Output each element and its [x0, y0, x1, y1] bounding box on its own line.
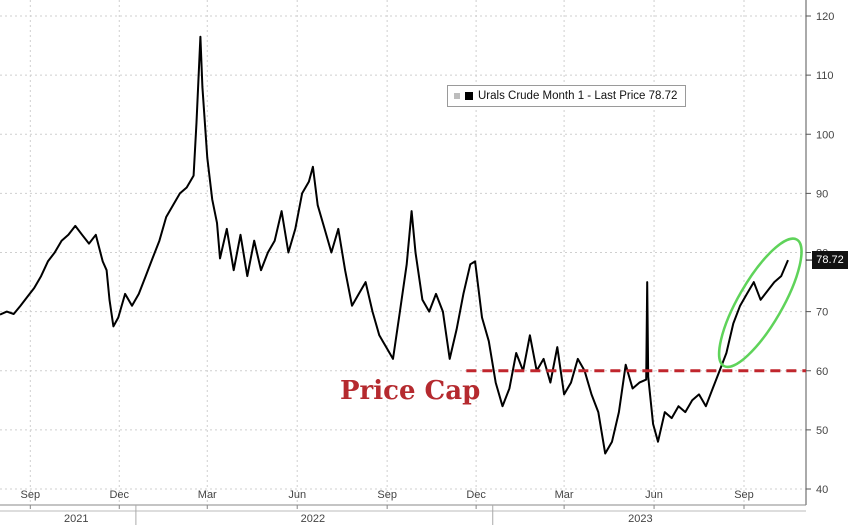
x-tick-label: Sep — [377, 489, 397, 501]
y-tick-label: 100 — [816, 129, 834, 141]
y-tick-label: 60 — [816, 366, 828, 378]
year-label: 2022 — [301, 513, 325, 525]
last-price-tag: 78.72 — [812, 251, 848, 269]
y-tick-label: 50 — [816, 425, 828, 437]
y-tick-label: 90 — [816, 188, 828, 200]
x-tick-label: Dec — [466, 489, 486, 501]
x-tick-label: Jun — [288, 489, 306, 501]
y-tick-label: 70 — [816, 307, 828, 319]
legend: Urals Crude Month 1 - Last Price 78.72 — [447, 85, 687, 107]
y-tick-label: 120 — [816, 11, 834, 23]
legend-swatch-gray — [454, 93, 460, 99]
x-tick-label: Sep — [734, 489, 754, 501]
x-tick-label: Dec — [109, 489, 129, 501]
year-label: 2021 — [64, 513, 88, 525]
x-tick-label: Jun — [645, 489, 663, 501]
y-tick-label: 40 — [816, 484, 828, 496]
legend-swatch-black — [465, 92, 473, 100]
year-label: 2023 — [628, 513, 652, 525]
legend-label: Urals Crude Month 1 - Last Price 78.72 — [478, 90, 678, 102]
x-tick-label: Mar — [555, 489, 574, 501]
series-line-urals-crude — [0, 35, 789, 455]
x-tick-label: Sep — [21, 489, 41, 501]
price-cap-label: Price Cap — [340, 376, 481, 406]
y-tick-label: 110 — [816, 70, 834, 82]
x-tick-label: Mar — [198, 489, 217, 501]
highlight-ellipse — [717, 237, 803, 369]
